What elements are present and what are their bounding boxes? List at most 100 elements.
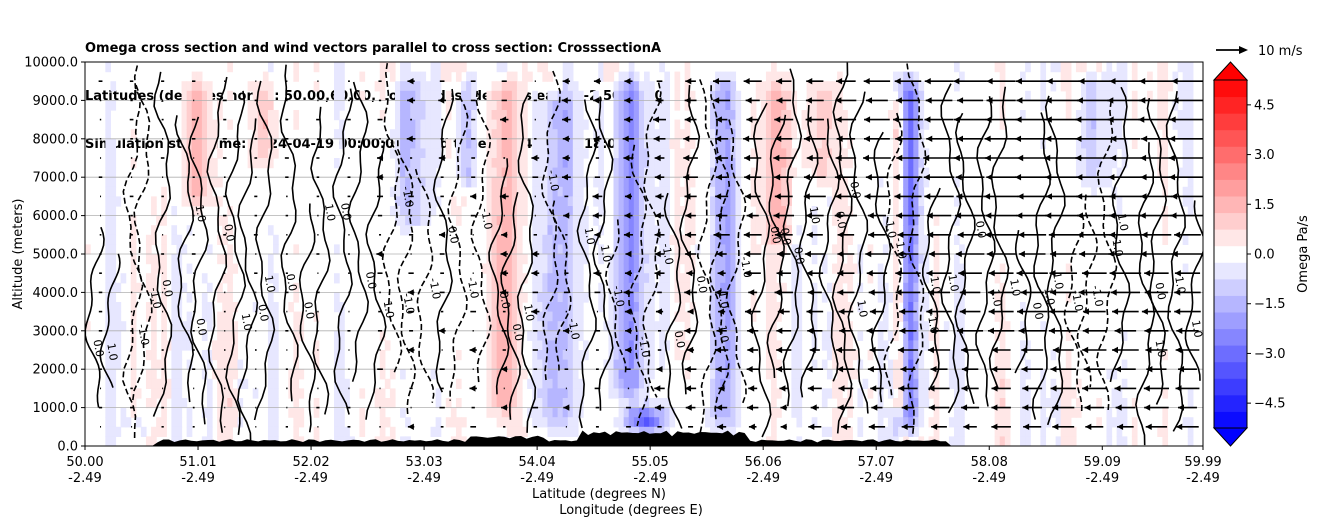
omega-cell xyxy=(720,225,726,236)
omega-cell xyxy=(999,378,1006,389)
omega-cell xyxy=(664,225,671,236)
omega-cell xyxy=(953,311,960,322)
omega-cell xyxy=(491,311,498,322)
omega-cell xyxy=(908,282,914,293)
wind-vector-head xyxy=(956,193,963,200)
wind-vector-head xyxy=(624,308,631,315)
omega-cell xyxy=(903,282,909,293)
omega-cell xyxy=(953,282,960,293)
omega-cell xyxy=(1050,350,1057,361)
omega-cell xyxy=(786,81,792,92)
omega-cell xyxy=(710,167,716,178)
omega-cell xyxy=(313,62,320,73)
omega-cell xyxy=(1055,398,1062,409)
omega-cell xyxy=(562,196,569,207)
omega-cell xyxy=(171,417,178,428)
omega-cell xyxy=(105,167,112,178)
contour xyxy=(922,187,941,391)
omega-cell xyxy=(623,186,630,197)
omega-cell xyxy=(1025,90,1031,101)
omega-cell xyxy=(537,350,543,361)
omega-cell xyxy=(613,273,620,284)
omega-cell xyxy=(1162,129,1169,140)
omega-cell xyxy=(511,330,518,341)
wind-vector-head xyxy=(407,289,414,296)
omega-cell xyxy=(725,148,731,159)
omega-cell xyxy=(410,129,416,140)
omega-cell xyxy=(664,81,671,92)
omega-cell xyxy=(516,119,523,130)
omega-cell xyxy=(1182,234,1189,245)
omega-cell xyxy=(623,81,630,92)
wind-vector-head xyxy=(1109,270,1116,277)
omega-cell xyxy=(710,321,716,332)
omega-cell xyxy=(359,90,366,101)
omega-cell xyxy=(649,302,655,313)
omega-cell xyxy=(720,186,726,197)
wind-vector-head xyxy=(806,231,813,238)
omega-cell xyxy=(577,90,584,101)
omega-cell xyxy=(405,90,411,101)
wind-vector-head xyxy=(923,174,930,181)
omega-cell xyxy=(267,62,274,73)
omega-cell xyxy=(557,398,564,409)
omega-cell xyxy=(273,426,279,437)
omega-cell xyxy=(1081,177,1087,188)
omega-cell xyxy=(257,100,264,111)
omega-cell xyxy=(877,321,884,332)
omega-cell xyxy=(232,417,239,428)
omega-cell xyxy=(557,282,564,293)
omega-cell xyxy=(542,167,549,178)
omega-cell xyxy=(598,71,604,82)
omega-cell xyxy=(882,321,889,332)
omega-cell xyxy=(674,100,681,111)
omega-cell xyxy=(918,417,925,428)
omega-cell xyxy=(527,378,533,389)
omega-cell xyxy=(562,100,569,111)
omega-cell xyxy=(1121,330,1128,341)
omega-cell xyxy=(455,426,462,437)
omega-cell xyxy=(715,369,721,380)
wind-vector-head xyxy=(1110,135,1117,142)
omega-cell xyxy=(1111,398,1118,409)
omega-cell xyxy=(659,417,665,428)
omega-cell xyxy=(532,186,538,197)
omega-cell xyxy=(786,129,792,140)
terrain-silhouette xyxy=(85,430,1203,446)
omega-cell xyxy=(206,158,213,169)
omega-cell xyxy=(786,71,792,82)
omega-cell xyxy=(293,321,300,332)
negative-contour xyxy=(883,112,903,398)
omega-cell xyxy=(532,225,538,236)
omega-cell xyxy=(618,254,625,265)
omega-cell xyxy=(842,417,848,428)
contour-label: 1.0 xyxy=(104,342,120,361)
omega-cell xyxy=(649,321,655,332)
omega-cell xyxy=(496,321,503,332)
omega-cell xyxy=(410,119,416,130)
omega-cell xyxy=(435,426,442,437)
omega-cell xyxy=(908,292,914,303)
omega-cell xyxy=(928,417,935,428)
omega-cell xyxy=(389,398,396,409)
omega-cell xyxy=(725,263,731,274)
omega-cell xyxy=(430,129,437,140)
omega-cell xyxy=(537,311,543,322)
omega-cell xyxy=(847,263,853,274)
omega-cell xyxy=(893,177,899,188)
omega-cell xyxy=(491,340,498,351)
omega-cell xyxy=(567,177,574,188)
omega-cell xyxy=(516,407,523,418)
omega-cell xyxy=(821,100,828,111)
omega-cell xyxy=(887,369,894,380)
omega-cell xyxy=(1091,119,1097,130)
omega-cell xyxy=(339,359,345,370)
omega-cell xyxy=(613,359,620,370)
omega-cell xyxy=(953,330,960,341)
omega-cell xyxy=(506,321,513,332)
omega-cell xyxy=(765,369,772,380)
omega-cell xyxy=(1187,436,1194,446)
omega-cell xyxy=(1187,196,1194,207)
omega-cell xyxy=(339,378,345,389)
omega-cell xyxy=(577,110,584,121)
